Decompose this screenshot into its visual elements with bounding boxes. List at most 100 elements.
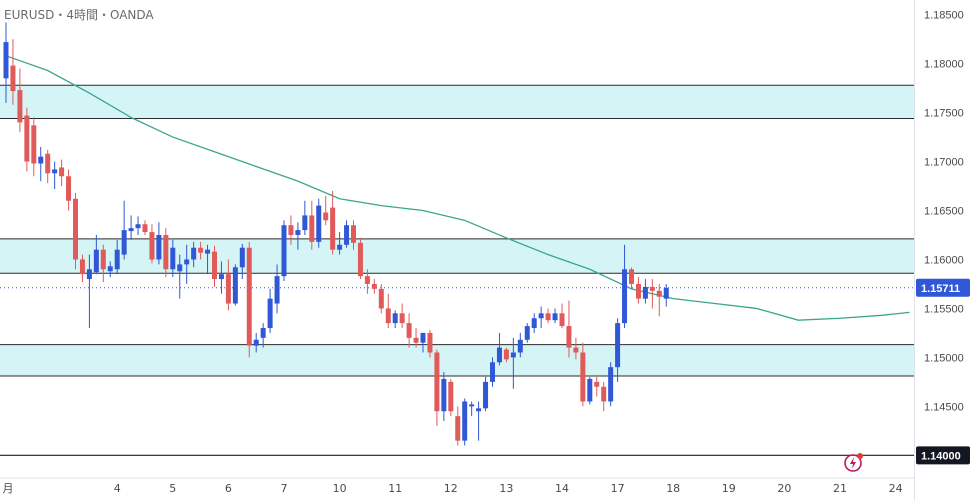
candle-body[interactable] [483, 381, 489, 409]
candle-body[interactable] [490, 362, 495, 382]
candle-body[interactable] [545, 313, 551, 321]
candle-body[interactable] [212, 251, 217, 280]
candle-body[interactable] [45, 153, 51, 174]
candle-body[interactable] [191, 247, 197, 260]
support-price-label: 1.14000 [921, 450, 961, 462]
candle-body[interactable] [622, 269, 628, 324]
candle-body[interactable] [163, 235, 169, 270]
candle-body[interactable] [316, 205, 322, 242]
candle-body[interactable] [413, 337, 419, 343]
candle-body[interactable] [469, 404, 475, 407]
candle-body[interactable] [288, 225, 294, 235]
candle-body[interactable] [462, 401, 468, 441]
candle-body[interactable] [615, 323, 621, 368]
candle-body[interactable] [114, 249, 120, 270]
candle-body[interactable] [559, 313, 565, 327]
candle-body[interactable] [156, 235, 162, 260]
candle-body[interactable] [198, 247, 204, 253]
candle-body[interactable] [170, 247, 176, 270]
candle-body[interactable] [663, 287, 669, 299]
candle-body[interactable] [503, 349, 509, 360]
candle-body[interactable] [601, 386, 607, 402]
candle-body[interactable] [587, 378, 593, 402]
candle-body[interactable] [225, 274, 231, 304]
candle-body[interactable] [524, 326, 530, 340]
candle-body[interactable] [635, 283, 641, 299]
candle-body[interactable] [73, 198, 78, 260]
candle-body[interactable] [79, 259, 85, 275]
candle-body[interactable] [357, 242, 363, 277]
candle-body[interactable] [566, 326, 572, 348]
candle-body[interactable] [135, 224, 141, 229]
candle-body[interactable] [344, 225, 350, 245]
candle-body[interactable] [93, 249, 99, 273]
candle-body[interactable] [66, 176, 72, 201]
candle-body[interactable] [406, 323, 412, 338]
candle-body[interactable] [128, 228, 134, 232]
candle-body[interactable] [100, 249, 106, 270]
candle-body[interactable] [267, 298, 273, 329]
candle-body[interactable] [476, 408, 482, 412]
candle-body[interactable] [427, 332, 433, 353]
candle-body[interactable] [205, 249, 211, 254]
candle-body[interactable] [274, 276, 280, 304]
candle-body[interactable] [399, 313, 405, 324]
candle-body[interactable] [385, 308, 391, 324]
candle-body[interactable] [629, 269, 634, 284]
candle-body[interactable] [142, 224, 148, 233]
candle-body[interactable] [281, 225, 287, 277]
candle-body[interactable] [184, 259, 190, 265]
candle-body[interactable] [608, 367, 614, 402]
candle-body[interactable] [364, 276, 370, 284]
lightning-icon[interactable] [844, 452, 864, 472]
candle-body[interactable] [246, 247, 252, 346]
candle-body[interactable] [531, 318, 537, 329]
price-tick-label: 1.15000 [924, 352, 964, 364]
candle-body[interactable] [642, 286, 648, 299]
candle-body[interactable] [455, 416, 461, 441]
candle-body[interactable] [337, 244, 343, 250]
candle-body[interactable] [31, 125, 37, 164]
candle-body[interactable] [420, 332, 426, 343]
candle-body[interactable] [232, 267, 238, 304]
candle-body[interactable] [177, 264, 183, 272]
candle-body[interactable] [59, 167, 65, 177]
candle-body[interactable] [24, 115, 30, 162]
candle-body[interactable] [295, 230, 301, 235]
candle-body[interactable] [510, 352, 516, 358]
candle-body[interactable] [253, 339, 259, 346]
candle-body[interactable] [330, 207, 336, 250]
candle-body[interactable] [351, 225, 356, 243]
candle-body[interactable] [441, 378, 447, 412]
candle-body[interactable] [573, 347, 579, 353]
candle-body[interactable] [656, 290, 662, 297]
candle-body[interactable] [378, 288, 384, 309]
candle-body[interactable] [17, 90, 23, 123]
candle-body[interactable] [594, 381, 600, 387]
candle-body[interactable] [121, 230, 127, 255]
candle-body[interactable] [517, 339, 523, 353]
candle-body[interactable] [434, 352, 440, 412]
candle-body[interactable] [309, 215, 315, 242]
candle-body[interactable] [371, 283, 377, 289]
candle-body[interactable] [448, 381, 454, 412]
candle-body[interactable] [538, 313, 544, 319]
candle-body[interactable] [239, 247, 245, 268]
candle-body[interactable] [218, 274, 224, 280]
candle-body[interactable] [302, 215, 308, 231]
candle-body[interactable] [649, 286, 655, 291]
candle-body[interactable] [496, 347, 502, 363]
candle-body[interactable] [107, 266, 113, 272]
candle-body[interactable] [10, 65, 16, 92]
candle-body[interactable] [580, 352, 586, 402]
candle-body[interactable] [552, 313, 558, 321]
candle-body[interactable] [52, 169, 58, 174]
candle-body[interactable] [392, 313, 398, 324]
candle-body[interactable] [260, 328, 266, 338]
candle-body[interactable] [323, 212, 329, 221]
candle-body[interactable] [149, 232, 155, 260]
candle-body[interactable] [3, 42, 9, 79]
candle-body[interactable] [38, 156, 44, 164]
candle-body[interactable] [86, 269, 92, 280]
